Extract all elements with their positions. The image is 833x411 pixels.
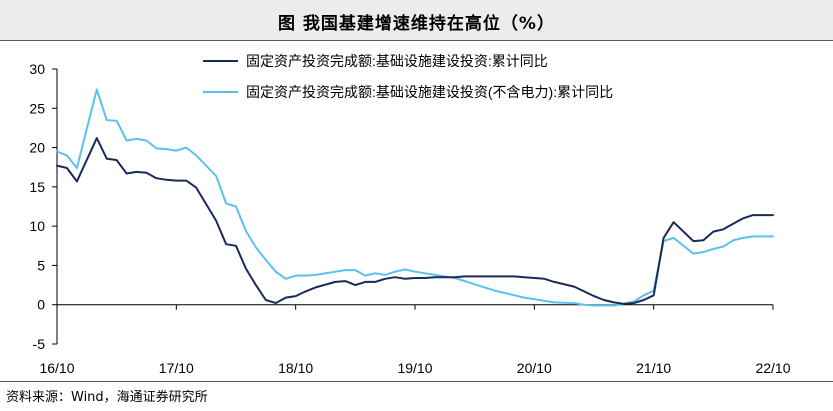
series-line-1 xyxy=(56,137,774,305)
y-tick-label: 0 xyxy=(37,297,45,313)
source-note: 资料来源：Wind，海通证券研究所 xyxy=(6,390,208,405)
chart-series xyxy=(56,88,774,307)
chart-title: 图 我国基建增速维持在高位（%） xyxy=(278,14,555,34)
chart-legend: 固定资产投资完成额:基础设施建设投资:累计同比固定资产投资完成额:基础设施建设投… xyxy=(203,53,613,100)
legend-label-1: 固定资产投资完成额:基础设施建设投资:累计同比 xyxy=(246,53,548,69)
x-tick-label: 21/10 xyxy=(636,360,671,376)
series-line-2 xyxy=(56,88,774,307)
x-tick-label: 19/10 xyxy=(397,360,432,376)
y-tick-label: -5 xyxy=(33,336,46,352)
y-tick-label: 5 xyxy=(37,257,45,273)
source-divider xyxy=(0,381,833,382)
y-tick-label: 20 xyxy=(29,140,45,156)
x-tick-label: 18/10 xyxy=(278,360,313,376)
y-tick-label: 25 xyxy=(29,100,45,116)
x-tick-label: 17/10 xyxy=(159,360,194,376)
x-tick-label: 22/10 xyxy=(755,360,790,376)
legend-label-2: 固定资产投资完成额:基础设施建设投资(不含电力):累计同比 xyxy=(246,84,613,100)
x-tick-label: 20/10 xyxy=(517,360,552,376)
chart-axes: -5 0 5 10 15 20 25 30 16/10 17/10 18/10 19/10 20/10 2… xyxy=(29,61,790,376)
y-tick-label: 15 xyxy=(29,179,45,195)
title-bar xyxy=(0,0,833,41)
y-tick-label: 10 xyxy=(29,218,45,234)
line-chart: -5 0 5 10 15 20 25 30 16/10 17/10 18/10 19/10 20/10 2… xyxy=(29,53,790,376)
x-tick-label: 16/10 xyxy=(39,360,74,376)
y-tick-label: 30 xyxy=(29,61,45,77)
